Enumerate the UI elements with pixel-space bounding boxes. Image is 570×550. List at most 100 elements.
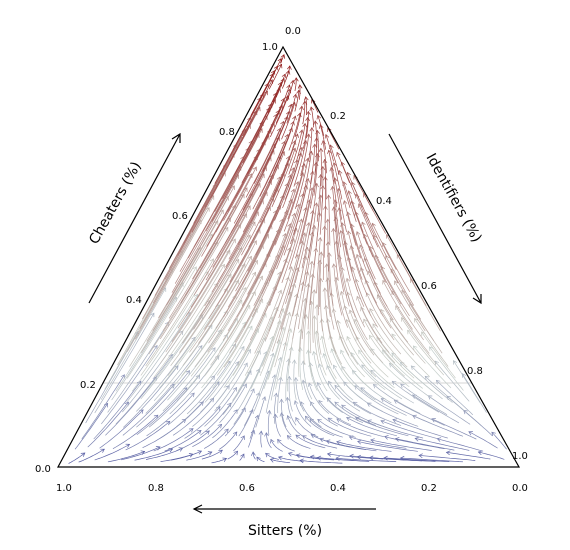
flow-streamline [267, 410, 270, 436]
flow-streamline [374, 255, 402, 305]
flow-streamline [250, 70, 275, 116]
flow-arrowhead [230, 185, 235, 191]
flow-arrowhead [290, 79, 295, 85]
flow-streamline [400, 383, 448, 415]
flow-arrowhead [305, 283, 311, 288]
flow-arrowhead [211, 347, 216, 352]
flow-streamline [294, 247, 308, 308]
flow-arrowhead [355, 231, 361, 236]
flow-streamline [302, 100, 306, 125]
flow-arrowhead [392, 418, 398, 423]
flow-streamline [364, 257, 388, 307]
flow-streamline [390, 268, 421, 320]
flow-streamline [333, 206, 339, 256]
flow-arrowhead [334, 384, 339, 390]
flow-streamline [181, 295, 237, 377]
flow-arrowhead [261, 396, 267, 401]
flow-streamline [309, 301, 312, 354]
flow-arrowhead [299, 146, 304, 152]
flow-streamline [272, 140, 296, 198]
flow-streamline [159, 304, 220, 389]
flow-arrowhead [356, 454, 361, 460]
flow-streamline [238, 409, 254, 437]
flow-streamline [274, 312, 291, 368]
flow-arrowhead [429, 346, 434, 351]
right-tick-label: 0.0 [285, 26, 301, 37]
flow-streamline [313, 153, 318, 196]
flow-arrowhead [300, 281, 305, 286]
flow-streamline [227, 450, 238, 460]
flow-arrowhead [318, 124, 324, 129]
flow-streamline [241, 205, 281, 284]
flow-streamline [107, 451, 145, 463]
flow-streamline [259, 320, 281, 376]
flow-streamline [278, 115, 296, 162]
flow-streamline [136, 336, 196, 412]
flow-streamline [287, 415, 304, 437]
flow-arrowhead [301, 379, 306, 385]
flow-streamline [205, 183, 261, 281]
flow-arrowhead [313, 202, 319, 207]
flow-streamline [134, 448, 173, 461]
flow-streamline [317, 457, 370, 462]
flow-arrowhead [343, 240, 348, 246]
flow-arrowhead [233, 409, 238, 414]
flow-streamline [68, 452, 86, 464]
flow-streamline [327, 127, 340, 150]
flow-streamline [351, 200, 368, 245]
flow-streamline [305, 225, 315, 284]
flow-arrowhead [401, 289, 406, 295]
flow-arrowhead [301, 360, 306, 365]
flow-streamline [164, 430, 202, 452]
flow-arrowhead [265, 452, 270, 458]
flow-arrowhead [100, 448, 105, 453]
flow-streamline [414, 438, 470, 451]
flow-arrowhead [322, 353, 327, 358]
flow-arrowhead [232, 343, 237, 349]
flow-arrowhead [368, 455, 374, 461]
flow-arrowhead [195, 374, 201, 380]
flow-streamline [412, 394, 460, 424]
flow-arrowhead [368, 334, 373, 340]
flow-arrowhead [435, 379, 441, 385]
flow-arrowhead [370, 438, 375, 443]
flow-arrowhead [246, 348, 252, 354]
flow-streamline [298, 84, 301, 100]
flow-arrowhead [276, 127, 282, 133]
flow-arrowhead [414, 436, 420, 442]
flow-arrowhead [281, 140, 286, 146]
flow-arrowhead [332, 364, 338, 370]
flow-arrowhead [309, 106, 315, 111]
flow-streamline [322, 225, 326, 281]
flow-streamline [338, 255, 350, 307]
flow-arrowhead [414, 318, 419, 323]
flow-streamline [359, 244, 381, 294]
flow-streamline [171, 174, 239, 293]
flow-arrowhead [309, 260, 314, 266]
flow-streamline [323, 353, 345, 392]
flow-arrowhead [382, 242, 387, 247]
bottom-tick-label: 0.8 [148, 483, 164, 494]
flow-streamline [315, 194, 322, 248]
flow-arrowhead [291, 140, 297, 145]
right-axis-ticks: 0.0 0.2 0.4 0.6 0.8 1.0 [285, 26, 528, 462]
flow-streamline [302, 360, 313, 400]
flow-streamline [369, 457, 436, 462]
flow-streamline [394, 280, 426, 332]
flow-streamline [340, 230, 351, 281]
flow-streamline [382, 349, 423, 389]
flow-arrowhead [371, 222, 376, 228]
flow-arrowhead [153, 414, 159, 420]
flow-streamline [286, 94, 297, 124]
flow-streamline [391, 290, 424, 341]
flow-streamline [101, 345, 158, 425]
flow-arrowhead [306, 222, 311, 227]
flow-streamline [436, 438, 484, 452]
flow-arrowhead [317, 418, 322, 424]
flow-streamline [176, 430, 210, 452]
flow-streamline [165, 250, 231, 353]
flow-streamline [314, 315, 320, 365]
flow-arrowhead [312, 143, 317, 148]
left-tick-label: 1.0 [262, 42, 278, 53]
flow-arrowhead [350, 200, 355, 206]
